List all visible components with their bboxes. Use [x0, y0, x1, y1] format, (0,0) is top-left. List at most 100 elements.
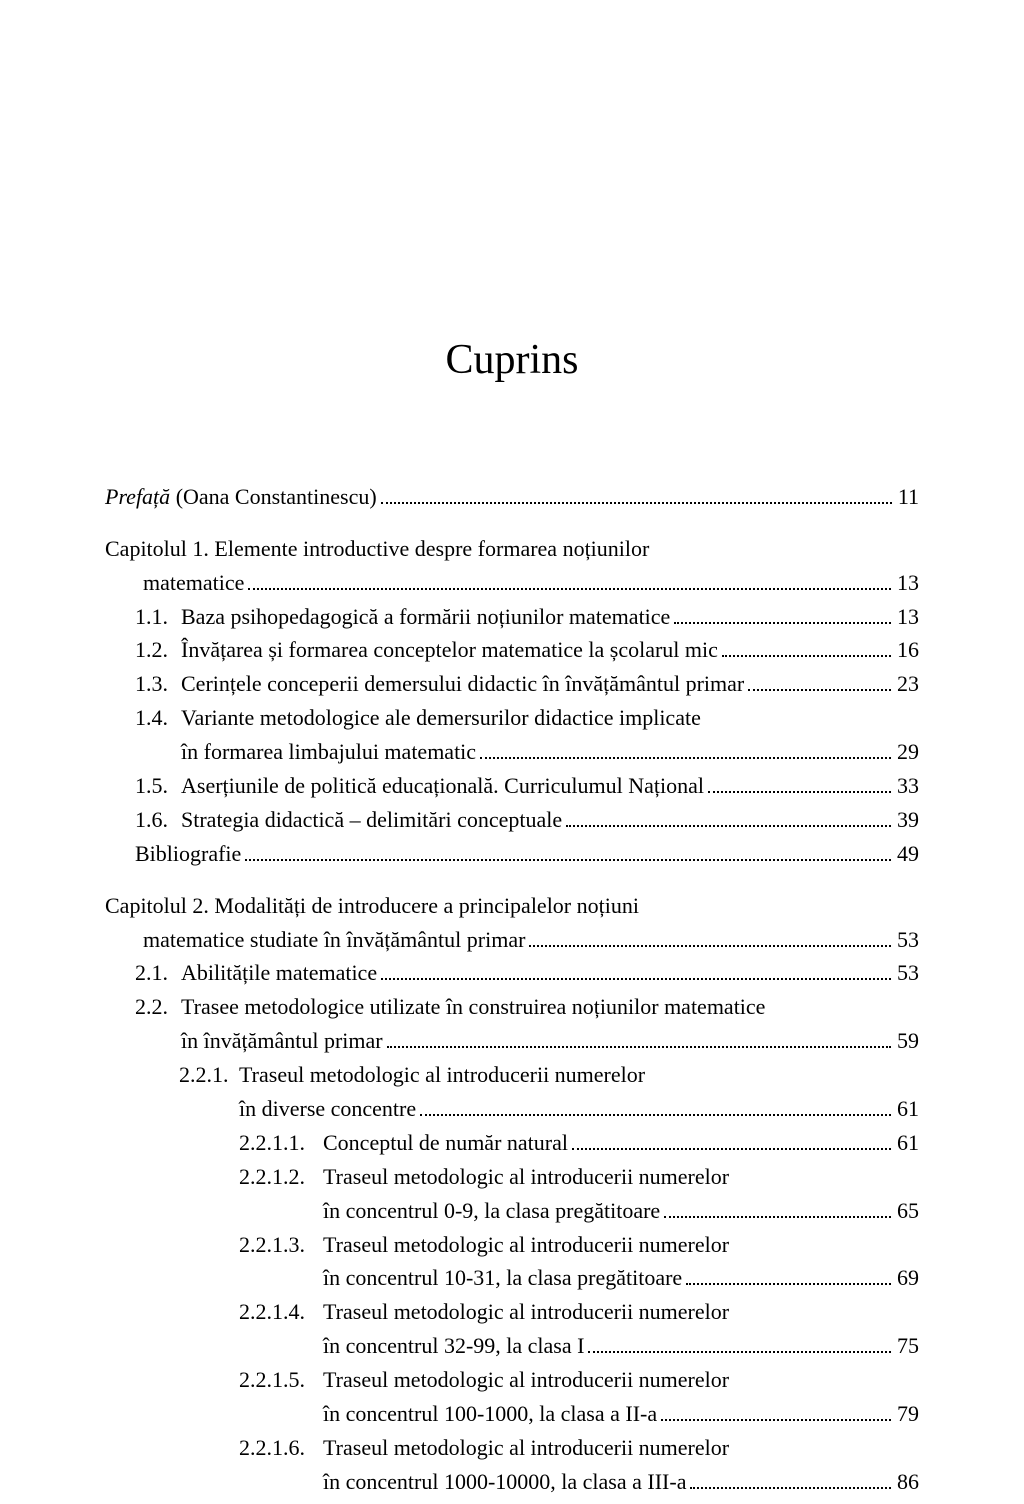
page-number: 33	[895, 770, 919, 802]
dot-leader	[420, 1114, 891, 1116]
toc-entry-1-4-line1: 1.4. Variante metodologice ale demersuri…	[105, 702, 919, 734]
toc-number: 2.2.1.6.	[239, 1432, 323, 1464]
toc-entry-1-1: 1.1. Baza psihopedagogică a formării noț…	[105, 601, 919, 633]
toc-text: Traseul metodologic al introducerii nume…	[323, 1432, 729, 1464]
page-number: 13	[895, 567, 919, 599]
toc-entry-cap2-line1: Capitolul 2. Modalități de introducere a…	[105, 890, 919, 922]
toc-text: în diverse concentre	[239, 1093, 416, 1125]
toc-entry-cap1-line2: matematice 13	[105, 567, 919, 599]
dot-leader	[480, 757, 891, 759]
toc-number: 1.5.	[135, 770, 181, 802]
dot-leader	[248, 588, 891, 590]
toc-text: Baza psihopedagogică a formării noțiunil…	[181, 601, 670, 633]
dot-leader	[674, 622, 891, 624]
toc-entry-prefata: Prefață (Oana Constantinescu) 11	[105, 481, 919, 513]
toc-entry-2-2-1-4-line2: în concentrul 32-99, la clasa I 75	[105, 1330, 919, 1362]
dot-leader	[690, 1487, 891, 1489]
toc-entry-2-1: 2.1. Abilitățile matematice 53	[105, 957, 919, 989]
toc-number: 1.1.	[135, 601, 181, 633]
dot-leader	[529, 945, 891, 947]
toc-text: matematice studiate în învățământul prim…	[143, 924, 525, 956]
toc-entry-2-2-1-5-line2: în concentrul 100-1000, la clasa a II-a …	[105, 1398, 919, 1430]
toc-text: Bibliografie	[135, 838, 241, 870]
toc-entry-2-2-1-6-line2: în concentrul 1000-10000, la clasa a III…	[105, 1466, 919, 1498]
dot-leader	[387, 1046, 891, 1048]
page-number: 11	[896, 481, 919, 513]
toc-number: 2.2.1.2.	[239, 1161, 323, 1193]
toc-text: Traseul metodologic al introducerii nume…	[323, 1229, 729, 1261]
toc-text: Învățarea și formarea conceptelor matema…	[181, 634, 718, 666]
page-title: Cuprins	[105, 330, 919, 391]
toc-text: în concentrul 0-9, la clasa pregătitoare	[323, 1195, 660, 1227]
toc-text: Traseul metodologic al introducerii nume…	[323, 1161, 729, 1193]
dot-leader	[708, 791, 891, 793]
toc-entry-1-2: 1.2. Învățarea și formarea conceptelor m…	[105, 634, 919, 666]
dot-leader	[588, 1351, 891, 1353]
page-number: 53	[895, 924, 919, 956]
toc-entry-2-2-1-3-line1: 2.2.1.3. Traseul metodologic al introduc…	[105, 1229, 919, 1261]
toc-number: 1.6.	[135, 804, 181, 836]
dot-leader	[381, 978, 891, 980]
dot-leader	[245, 859, 891, 861]
toc-number: 2.1.	[135, 957, 181, 989]
toc-entry-1-6: 1.6. Strategia didactică – delimitări co…	[105, 804, 919, 836]
toc-text: Strategia didactică – delimitări concept…	[181, 804, 562, 836]
page-number: 61	[895, 1127, 919, 1159]
toc-entry-2-2-1-4-line1: 2.2.1.4. Traseul metodologic al introduc…	[105, 1296, 919, 1328]
toc-entry-bibliografie-1: Bibliografie 49	[105, 838, 919, 870]
toc-text: Traseul metodologic al introducerii nume…	[239, 1059, 645, 1091]
toc-text: în concentrul 10-31, la clasa pregătitoa…	[323, 1262, 682, 1294]
toc-text: Prefață	[105, 484, 170, 509]
toc-number: 2.2.1.	[179, 1059, 239, 1091]
toc-number: 1.3.	[135, 668, 181, 700]
toc-entry-1-4-line2: în formarea limbajului matematic 29	[105, 736, 919, 768]
toc-text: în concentrul 100-1000, la clasa a II-a	[323, 1398, 657, 1430]
toc-text: în formarea limbajului matematic	[181, 736, 476, 768]
toc-entry-1-5: 1.5. Aserțiunile de politică educațional…	[105, 770, 919, 802]
toc-number: 2.2.	[135, 991, 181, 1023]
toc-entry-1-3: 1.3. Cerințele conceperii demersului did…	[105, 668, 919, 700]
page-number: 49	[895, 838, 919, 870]
page-number: 86	[895, 1466, 919, 1498]
toc-entry-2-2-1-2-line1: 2.2.1.2. Traseul metodologic al introduc…	[105, 1161, 919, 1193]
page-number: 75	[895, 1330, 919, 1362]
dot-leader	[381, 502, 892, 504]
page-number: 59	[895, 1025, 919, 1057]
toc-text: Traseul metodologic al introducerii nume…	[323, 1296, 729, 1328]
page-number: 69	[895, 1262, 919, 1294]
toc-number: 2.2.1.1.	[239, 1127, 323, 1159]
dot-leader	[566, 825, 891, 827]
toc-number: 1.4.	[135, 702, 181, 734]
toc-text: matematice	[143, 567, 244, 599]
toc-author: (Oana Constantinescu)	[170, 484, 377, 509]
page-number: 79	[895, 1398, 919, 1430]
toc-text: în concentrul 32-99, la clasa I	[323, 1330, 584, 1362]
toc-entry-2-2-1-2-line2: în concentrul 0-9, la clasa pregătitoare…	[105, 1195, 919, 1227]
toc-entry-2-2-1-3-line2: în concentrul 10-31, la clasa pregătitoa…	[105, 1262, 919, 1294]
toc-entry-2-2-1-6-line1: 2.2.1.6. Traseul metodologic al introduc…	[105, 1432, 919, 1464]
page-number: 16	[895, 634, 919, 666]
toc-entry-2-2-line1: 2.2. Trasee metodologice utilizate în co…	[105, 991, 919, 1023]
dot-leader	[686, 1283, 891, 1285]
toc-text: Abilitățile matematice	[181, 957, 377, 989]
dot-leader	[748, 689, 891, 691]
toc-text: Capitolul 2. Modalități de introducere a…	[105, 890, 639, 922]
dot-leader	[661, 1419, 891, 1421]
page-number: 13	[895, 601, 919, 633]
toc-entry-2-2-line2: în învățământul primar 59	[105, 1025, 919, 1057]
toc-text: Variante metodologice ale demersurilor d…	[181, 702, 701, 734]
toc-number: 2.2.1.3.	[239, 1229, 323, 1261]
toc-number: 2.2.1.4.	[239, 1296, 323, 1328]
toc-number: 2.2.1.5.	[239, 1364, 323, 1396]
toc-text: Traseul metodologic al introducerii nume…	[323, 1364, 729, 1396]
toc-entry-2-2-1-1: 2.2.1.1. Conceptul de număr natural 61	[105, 1127, 919, 1159]
page-number: 23	[895, 668, 919, 700]
toc-entry-cap1-line1: Capitolul 1. Elemente introductive despr…	[105, 533, 919, 565]
dot-leader	[572, 1148, 891, 1150]
toc-text: Trasee metodologice utilizate în constru…	[181, 991, 765, 1023]
toc-entry-cap2-line2: matematice studiate în învățământul prim…	[105, 924, 919, 956]
toc-text: în învățământul primar	[181, 1025, 383, 1057]
dot-leader	[722, 655, 891, 657]
page-number: 65	[895, 1195, 919, 1227]
toc-entry-2-2-1-line2: în diverse concentre 61	[105, 1093, 919, 1125]
